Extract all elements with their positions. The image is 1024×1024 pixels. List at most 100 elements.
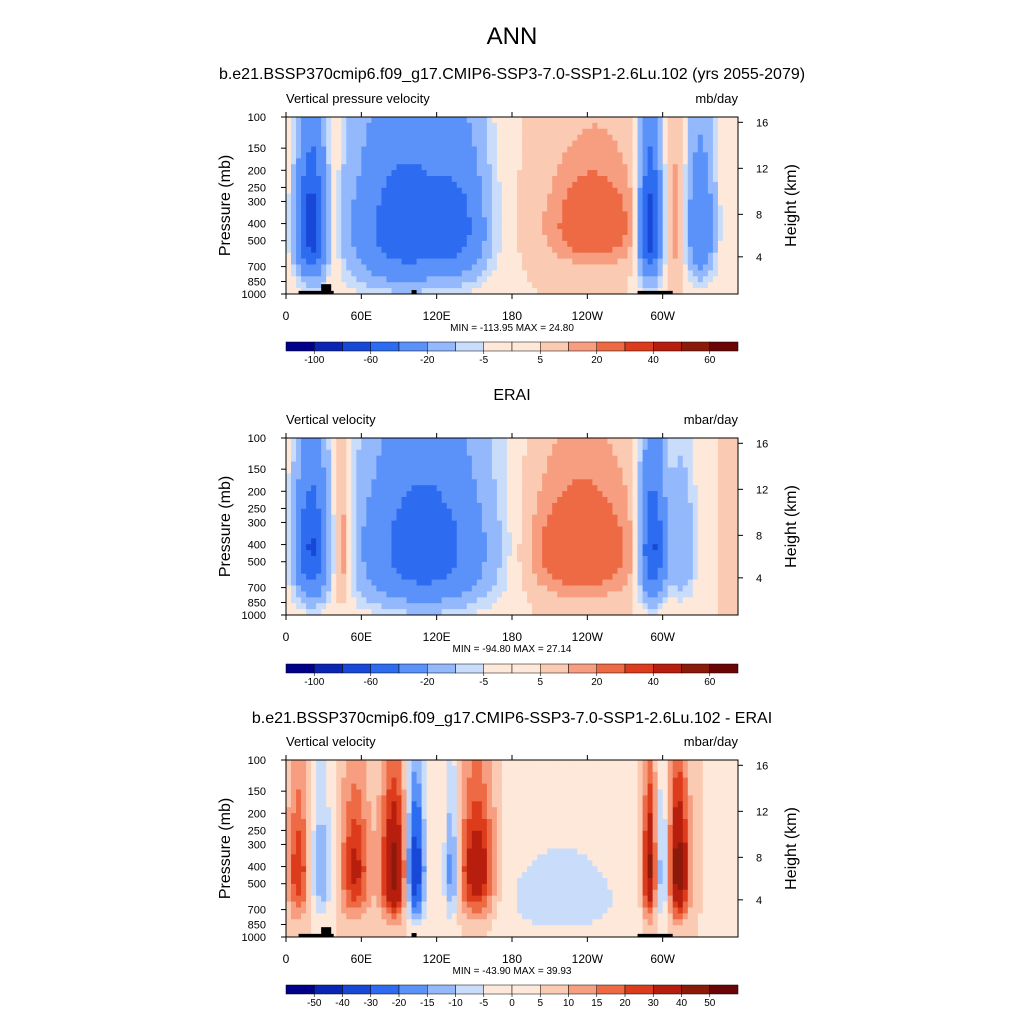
heatmap-cell (572, 288, 578, 294)
heatmap-cell (426, 561, 433, 569)
heatmap-cell (702, 140, 709, 148)
heatmap-cell (522, 502, 528, 510)
heatmap-cell (557, 508, 563, 516)
heatmap-cell (697, 117, 704, 124)
heatmap-cell (567, 449, 573, 457)
heatmap-cell (471, 134, 478, 142)
heatmap-cell (607, 438, 614, 445)
heatmap-cell (346, 538, 352, 545)
heatmap-cell (542, 532, 548, 539)
heatmap-cell (727, 449, 734, 457)
heatmap-cell (446, 473, 453, 480)
heatmap-cell (587, 117, 593, 124)
heatmap-cell (346, 532, 352, 539)
heatmap-cell (311, 282, 317, 289)
heatmap-cell (401, 217, 408, 224)
heatmap-cell (461, 288, 468, 294)
heatmap-cell (532, 550, 538, 557)
heatmap-cell (652, 187, 659, 195)
heatmap-cell (562, 223, 568, 230)
heatmap-cell (707, 152, 714, 159)
heatmap-cell (386, 205, 393, 212)
heatmap-cell (501, 508, 508, 516)
heatmap-cell (622, 276, 629, 283)
heatmap-cell (371, 146, 377, 153)
heatmap-cell (466, 502, 473, 510)
heatmap-cell (542, 134, 548, 142)
heatmap-cell (346, 561, 352, 569)
heatmap-cell (311, 491, 317, 498)
heatmap-cell (687, 122, 694, 130)
heatmap-cell (306, 235, 312, 242)
heatmap-cell (647, 176, 654, 183)
heatmap-cell (702, 502, 709, 510)
heatmap-cell (587, 508, 593, 516)
heatmap-field (286, 117, 738, 294)
heatmap-cell (547, 449, 553, 457)
heatmap-cell (657, 550, 664, 557)
heatmap-cell (386, 240, 393, 248)
heatmap-cell (446, 288, 453, 294)
heatmap-cell (361, 438, 367, 445)
heatmap-cell (667, 217, 674, 224)
heatmap-cell (426, 443, 433, 451)
heatmap-cell (326, 544, 332, 551)
heatmap-cell (662, 461, 669, 469)
heatmap-cell (491, 223, 498, 230)
heatmap-cell (582, 455, 588, 463)
heatmap-cell (416, 526, 423, 533)
heatmap-cell (356, 152, 362, 159)
heatmap-cell (501, 134, 508, 142)
heatmap-cell (717, 491, 724, 498)
heatmap-cell (657, 193, 664, 201)
heatmap-cell (371, 497, 377, 504)
heatmap-cell (717, 170, 724, 177)
heatmap-cell (517, 467, 523, 474)
heatmap-cell (466, 573, 473, 581)
heatmap-cell (306, 240, 312, 248)
heatmap-cell (426, 532, 433, 539)
heatmap-cell (331, 158, 337, 165)
heatmap-cell (446, 229, 453, 236)
heatmap-cell (441, 508, 448, 516)
heatmap-cell (361, 449, 367, 457)
heatmap-cell (652, 526, 659, 533)
heatmap-cell (577, 502, 583, 510)
heatmap-cell (486, 473, 493, 480)
heatmap-cell (451, 497, 458, 504)
heatmap-cell (682, 467, 689, 474)
heatmap-cell (512, 270, 518, 277)
heatmap-cell (682, 258, 689, 266)
heatmap-cell (652, 117, 659, 124)
heatmap-cell (401, 532, 408, 539)
heatmap-cell (532, 235, 538, 242)
heatmap-cell (461, 187, 468, 195)
heatmap-cell (466, 288, 473, 294)
heatmap-cell (446, 252, 453, 260)
heatmap-cell (542, 538, 548, 545)
heatmap-cell (491, 479, 498, 486)
heatmap-cell (622, 467, 629, 474)
heatmap-cell (386, 140, 393, 148)
heatmap-cell (677, 573, 684, 581)
heatmap-cell (622, 164, 629, 171)
heatmap-cell (607, 134, 614, 142)
heatmap-cell (597, 258, 603, 266)
heatmap-cell (572, 514, 578, 522)
heatmap-cell (632, 170, 639, 177)
heatmap-cell (401, 579, 408, 587)
heatmap-cell (486, 229, 493, 236)
heatmap-cell (411, 550, 418, 557)
heatmap-cell (547, 455, 553, 463)
heatmap-cell (542, 217, 548, 224)
heatmap-cell (702, 170, 709, 177)
heatmap-cell (471, 538, 478, 545)
heatmap-cell (572, 485, 578, 492)
heatmap-cell (476, 199, 483, 207)
heatmap-cell (642, 561, 649, 569)
heatmap-cell (366, 223, 372, 230)
heatmap-cell (411, 140, 418, 148)
heatmap-cell (311, 550, 317, 557)
heatmap-cell (416, 497, 423, 504)
heatmap-cell (311, 117, 317, 124)
